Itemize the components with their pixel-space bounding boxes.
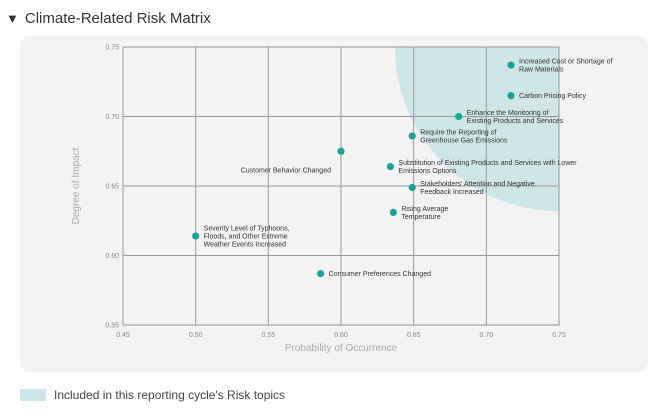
x-tick-label: 0.75 <box>552 332 566 339</box>
x-tick-label: 0.65 <box>407 332 421 339</box>
y-tick-label: 0.70 <box>105 114 119 121</box>
point-label: Require the Reporting of <box>420 129 496 136</box>
y-tick-label: 0.75 <box>105 45 119 52</box>
x-tick-label: 0.55 <box>262 332 276 339</box>
y-tick-label: 0.55 <box>105 323 119 330</box>
legend-label: Included in this reporting cycle's Risk … <box>54 388 286 402</box>
x-tick-label: 0.70 <box>480 332 494 339</box>
point-label: Severity Level of Typhoons, <box>204 226 290 233</box>
chart-title: Climate-Related Risk Matrix <box>24 10 211 27</box>
point-label: Stakeholders' Attention and Negative <box>420 181 535 188</box>
point-label: Enhance the Monitoring of <box>467 110 549 117</box>
x-tick-label: 0.60 <box>334 332 348 339</box>
data-point <box>389 208 397 217</box>
point-label: Carbon Pricing Policy <box>519 93 586 100</box>
data-point <box>408 183 416 191</box>
y-tick-label: 0.60 <box>105 253 119 260</box>
point-label: Customer Behavior Changed <box>241 167 331 174</box>
x-axis-title: Probability of Occurrence <box>285 343 398 354</box>
point-label: Weather Events Increased <box>204 242 286 249</box>
point-label: Substitution of Existing Products and Se… <box>398 160 577 167</box>
point-label: Floods, and Other Extreme <box>204 234 288 241</box>
point-label: Rising Average <box>401 206 448 213</box>
data-point <box>507 92 515 100</box>
included-risk-region <box>395 47 559 211</box>
triangle-down-icon[interactable]: ▼ <box>6 11 19 26</box>
point-label: Greenhouse Gas Emissions <box>420 137 508 144</box>
point-label: Emissions Options <box>398 168 456 175</box>
data-point <box>507 61 515 69</box>
point-label: Increased Cost or Shortage of <box>519 59 612 66</box>
legend: Included in this reporting cycle's Risk … <box>20 388 285 402</box>
point-label: Raw Materials <box>519 67 564 74</box>
chart-header[interactable]: ▼ Climate-Related Risk Matrix <box>6 10 211 27</box>
data-point <box>192 232 200 240</box>
y-axis-title: Degree of Impact <box>71 147 82 224</box>
data-point <box>386 162 395 171</box>
data-point <box>408 132 416 140</box>
data-point <box>317 269 325 278</box>
x-tick-label: 0.45 <box>116 332 130 339</box>
data-point <box>337 147 345 155</box>
point-label: Consumer Preferences Changed <box>329 271 431 278</box>
grid <box>122 46 560 326</box>
data-point <box>455 112 463 121</box>
point-label: Temperature <box>401 214 440 221</box>
y-tick-label: 0.65 <box>105 184 119 191</box>
x-tick-label: 0.50 <box>189 332 203 339</box>
tick-labels: 0.45 0.50 0.55 0.60 0.65 0.70 0.75 0.55 0.60 0.65… <box>105 45 566 340</box>
legend-swatch <box>20 389 46 401</box>
point-label: Existing Products and Services <box>467 118 564 125</box>
point-label: Feedback Increased <box>420 189 484 196</box>
